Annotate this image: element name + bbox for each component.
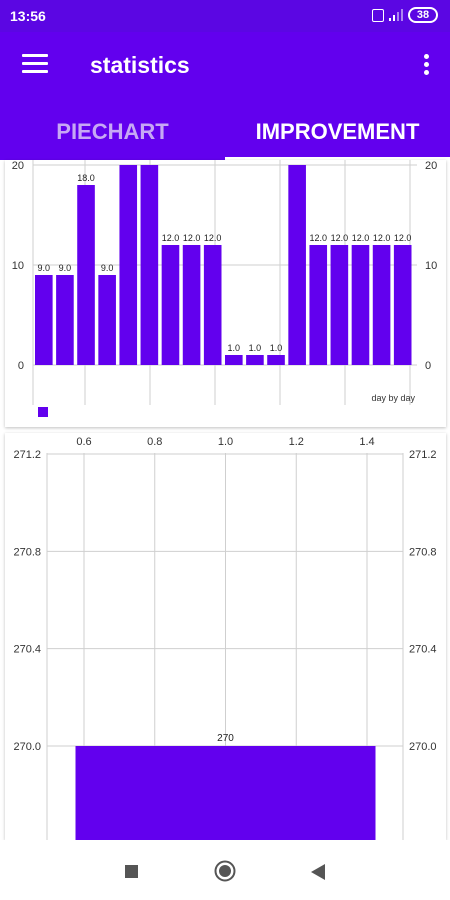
bar bbox=[393, 245, 412, 365]
bar-value-label: 12.0 bbox=[394, 233, 412, 243]
y-tick-label-right: 271.2 bbox=[409, 449, 437, 461]
bar-value-label: 12.0 bbox=[204, 233, 222, 243]
y-tick-label-left: 0 bbox=[18, 360, 24, 372]
bar-value-label: 12.0 bbox=[331, 233, 349, 243]
bar bbox=[75, 746, 376, 840]
y-tick-label-right: 270.0 bbox=[409, 741, 437, 753]
bar-value-label: 9.0 bbox=[59, 263, 72, 273]
status-time: 13:56 bbox=[10, 8, 46, 24]
more-vertical-icon[interactable] bbox=[422, 54, 430, 80]
tab-improvement[interactable]: IMPROVEMENT bbox=[255, 119, 420, 144]
bar-value-label: 1.0 bbox=[228, 343, 241, 353]
bar bbox=[161, 245, 180, 365]
status-bar: 13:56 38 bbox=[0, 0, 450, 32]
y-tick-label-right: 270.8 bbox=[409, 546, 437, 558]
bar-value-label: 12.0 bbox=[162, 233, 180, 243]
bar bbox=[35, 275, 53, 365]
bar bbox=[119, 165, 138, 365]
x-tick-label: 1.4 bbox=[359, 436, 374, 448]
y-tick-label-right: 20 bbox=[425, 160, 437, 172]
bar bbox=[225, 355, 243, 365]
x-tick-label: 1.2 bbox=[289, 436, 304, 448]
bar bbox=[140, 165, 159, 365]
active-tab-indicator bbox=[225, 157, 450, 160]
page-title: statistics bbox=[90, 52, 190, 78]
bar bbox=[288, 165, 306, 365]
bar-value-label: 9.0 bbox=[38, 263, 51, 273]
battery-icon: 38 bbox=[408, 7, 438, 23]
recent-apps-icon[interactable] bbox=[125, 865, 138, 878]
back-icon[interactable] bbox=[310, 863, 326, 881]
bar bbox=[351, 245, 370, 365]
hamburger-menu-icon[interactable] bbox=[22, 54, 48, 76]
bar-value-label: 270 bbox=[217, 733, 234, 744]
system-nav-bar bbox=[0, 840, 450, 900]
x-axis-label: day by day bbox=[371, 393, 415, 403]
bar bbox=[203, 245, 222, 365]
bar-value-label: 12.0 bbox=[309, 233, 327, 243]
bar bbox=[309, 245, 328, 365]
bar-value-label: 12.0 bbox=[183, 233, 201, 243]
y-tick-label-left: 270.0 bbox=[13, 741, 41, 753]
y-tick-label-left: 270.4 bbox=[13, 644, 41, 656]
bar bbox=[98, 275, 116, 365]
bar bbox=[372, 245, 391, 365]
y-tick-label-right: 0 bbox=[425, 360, 431, 372]
y-tick-label-left: 20 bbox=[12, 160, 24, 172]
bar bbox=[330, 245, 349, 365]
x-tick-label: 0.6 bbox=[76, 436, 91, 448]
x-tick-label: 1.0 bbox=[218, 436, 233, 448]
bar-value-label: 1.0 bbox=[249, 343, 262, 353]
signal-icon bbox=[389, 9, 403, 21]
y-tick-label-left: 271.2 bbox=[13, 449, 41, 461]
y-tick-label-left: 270.8 bbox=[13, 546, 41, 558]
status-icons: 38 bbox=[372, 7, 438, 23]
total-bar-chart-card: 270.0 270.0 270.4 270.4 270.8 270.8 271.2 271.2… bbox=[5, 433, 446, 840]
tab-piechart[interactable]: PIECHART bbox=[56, 119, 169, 144]
tab-bar: PIECHART IMPROVEMENT bbox=[0, 104, 450, 160]
bar bbox=[182, 245, 201, 365]
app-bar: statistics bbox=[0, 32, 450, 104]
daily-bar-chart-card: 0 0 10 10 20 20 9.0 9.0 18.0 9.0 12.0 12.0 12.0 1.0 1.… bbox=[5, 160, 446, 427]
bar bbox=[267, 355, 285, 365]
y-tick-label-right: 270.4 bbox=[409, 644, 437, 656]
legend-swatch bbox=[38, 407, 48, 417]
y-tick-label-right: 10 bbox=[425, 260, 437, 272]
x-tick-label: 0.8 bbox=[147, 436, 162, 448]
sim-icon bbox=[372, 8, 384, 22]
bar bbox=[246, 355, 264, 365]
home-icon[interactable] bbox=[214, 860, 236, 882]
y-tick-label-left: 10 bbox=[12, 260, 24, 272]
bar-value-label: 12.0 bbox=[352, 233, 370, 243]
total-bar-chart: 270.0 270.0 270.4 270.4 270.8 270.8 271.2 271.2… bbox=[13, 436, 437, 840]
bar-value-label: 9.0 bbox=[101, 263, 114, 273]
bar-value-label: 18.0 bbox=[77, 173, 95, 183]
bar-value-label: 12.0 bbox=[373, 233, 391, 243]
bar bbox=[77, 185, 95, 365]
bar-value-label: 1.0 bbox=[270, 343, 283, 353]
bar bbox=[56, 275, 74, 365]
